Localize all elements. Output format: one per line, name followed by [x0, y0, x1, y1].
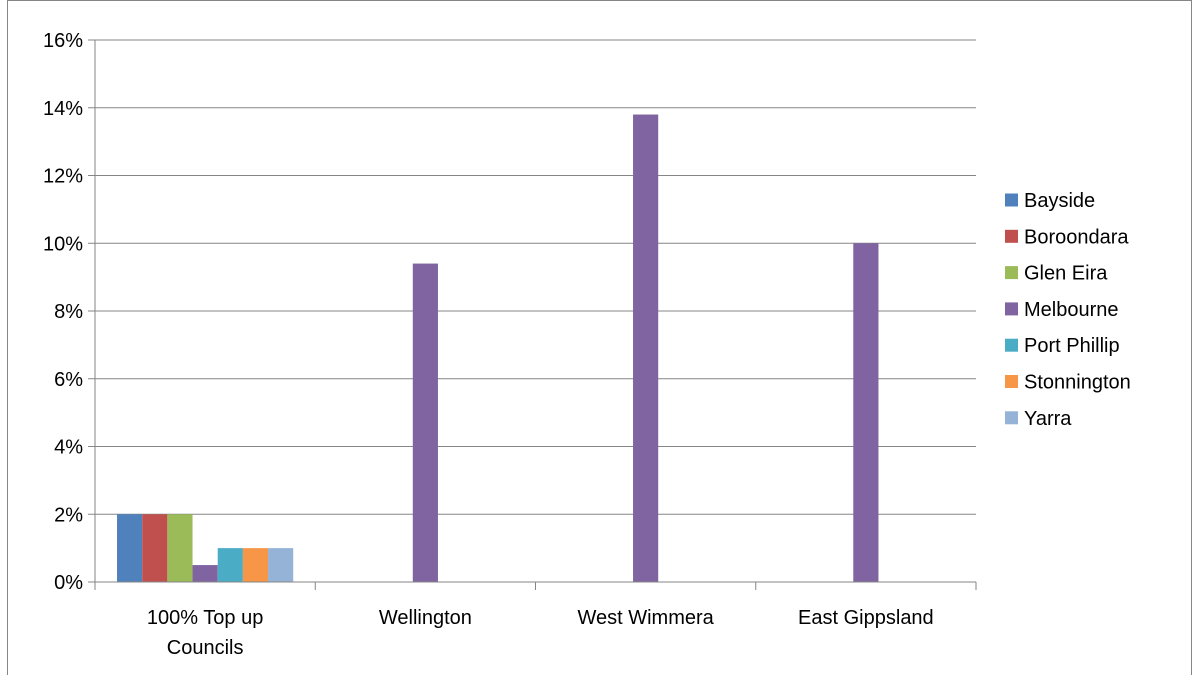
- bar-boroondara: [142, 514, 168, 582]
- y-tick-label: 0%: [54, 572, 83, 594]
- legend-swatch: [1005, 375, 1018, 388]
- x-category-label: Wellington: [379, 607, 472, 629]
- x-category-labels: 100% Top up Councils Wellington West Wimmer…: [147, 607, 934, 659]
- legend-label: Yarra: [1024, 408, 1072, 430]
- axes: [88, 39, 977, 590]
- y-tick-label: 4%: [54, 437, 83, 459]
- legend-label: Bayside: [1024, 190, 1095, 212]
- y-tick-label: 6%: [54, 369, 83, 391]
- bar-glen-eira: [167, 514, 193, 582]
- chart-border: [7, 0, 1192, 675]
- legend-swatch: [1005, 266, 1018, 280]
- bar-melbourne: [192, 565, 218, 582]
- bar-melbourne: [412, 263, 438, 582]
- bars: [117, 114, 879, 583]
- y-tick-label: 14%: [43, 98, 83, 120]
- legend-label: Stonnington: [1024, 372, 1131, 394]
- bar-stonnington: [242, 548, 269, 582]
- bar-melbourne: [633, 114, 659, 583]
- legend: Bayside Boroondara Glen Eira Melbourne Port …: [1005, 190, 1131, 430]
- legend-label: Port Phillip: [1024, 335, 1120, 357]
- legend-label: Boroondara: [1024, 226, 1129, 248]
- legend-swatch: [1005, 302, 1018, 316]
- legend-swatch: [1005, 338, 1018, 352]
- legend-swatch: [1005, 411, 1018, 425]
- y-tick-label: 10%: [43, 233, 83, 255]
- x-category-label: Councils: [167, 637, 244, 659]
- y-tick-label: 12%: [43, 166, 83, 188]
- x-category-label: 100% Top up: [147, 607, 263, 629]
- y-tick-label: 8%: [54, 301, 83, 323]
- legend-label: Melbourne: [1024, 299, 1119, 321]
- y-tick-label: 2%: [54, 504, 83, 526]
- bar-yarra: [268, 548, 294, 582]
- bar-port-phillip: [217, 548, 243, 582]
- x-category-label: East Gippsland: [798, 607, 934, 629]
- gridlines: [95, 39, 976, 515]
- legend-swatch: [1005, 193, 1018, 207]
- bar-bayside: [117, 514, 143, 582]
- x-category-label: West Wimmera: [577, 607, 714, 629]
- legend-label: Glen Eira: [1024, 263, 1108, 285]
- bar-melbourne: [853, 243, 879, 582]
- y-tick-labels: 0% 2% 4% 6% 8% 10% 12% 14% 16%: [43, 30, 83, 594]
- y-tick-label: 16%: [43, 30, 83, 52]
- legend-swatch: [1005, 229, 1018, 243]
